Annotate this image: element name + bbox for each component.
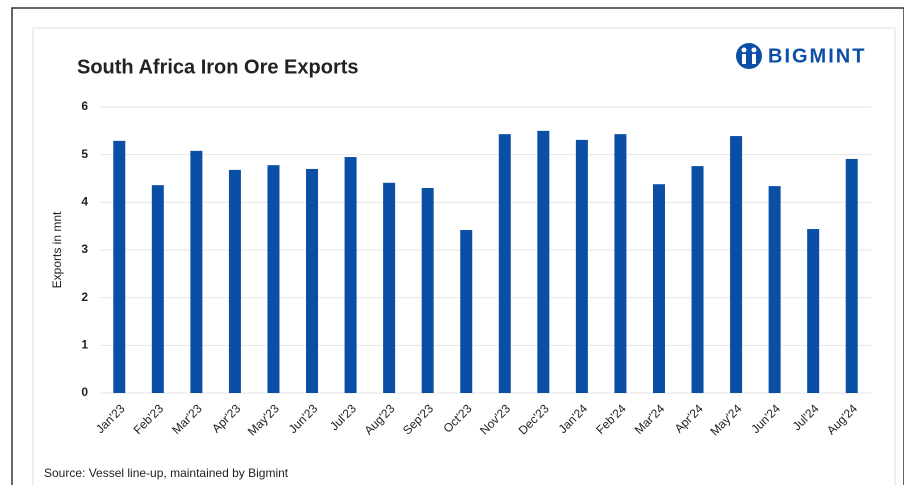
bar [614,134,627,394]
bar [267,165,280,393]
bar [151,185,164,393]
bar [228,169,241,393]
brand: BIGMINT [768,45,866,67]
bar [460,229,473,393]
y-tick-label: 6 [81,99,88,113]
y-axis-label: Exports in mnt [50,211,64,288]
logo: BIGMINT [736,43,866,69]
y-tick-label: 5 [81,147,88,161]
logo-icon-dot [741,47,747,53]
logo-icon-bar [752,54,756,64]
y-tick-label: 4 [81,195,88,209]
bar [498,134,511,394]
chart-title: South Africa Iron Ore Exports [77,56,359,78]
bar [190,150,203,393]
source: Source: Vessel line-up, maintained by Bi… [44,466,289,480]
bar [575,139,588,393]
bar [730,136,743,393]
bar [807,229,820,393]
y-tick-label: 0 [81,385,88,399]
bar [691,166,704,393]
bar [845,158,858,393]
logo-icon-bar [742,54,746,64]
bar [383,182,396,393]
bar [306,168,319,393]
bar [113,140,126,393]
bar [652,184,665,393]
y-tick-label: 1 [81,338,88,352]
bar [768,186,781,393]
logo-icon [736,43,762,69]
y-tick-label: 3 [81,242,88,256]
bar [344,157,357,393]
bar [537,130,550,394]
logo-icon-dot [751,47,757,53]
outer-frame [11,7,904,485]
bar [421,188,434,393]
y-tick-label: 2 [81,290,88,304]
